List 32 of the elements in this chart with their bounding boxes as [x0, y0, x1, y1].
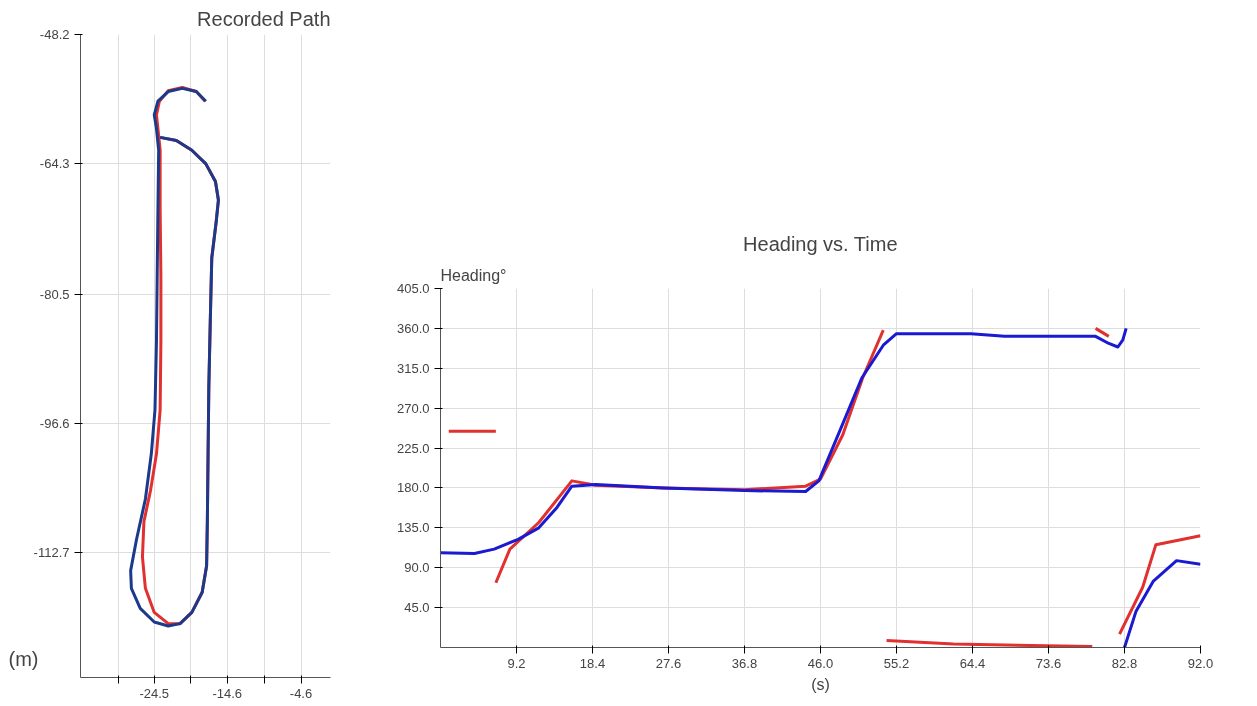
y-tick-label: 360.0 — [396, 320, 430, 336]
x-tick-label: 9.2 — [507, 655, 526, 671]
y-tick-label: -64.3 — [39, 156, 70, 172]
x-tick-label: -4.6 — [289, 685, 313, 701]
y-tick-label: -48.2 — [39, 27, 70, 42]
y-tick-label: 315.0 — [396, 360, 430, 376]
x-tick-label: 18.4 — [579, 655, 606, 671]
y-tick-label: -80.5 — [39, 286, 70, 302]
y-tick-label: 135.0 — [396, 520, 430, 536]
x-tick-label: 27.6 — [655, 655, 682, 671]
x-tick-label: 36.8 — [731, 655, 758, 671]
chart-title: Recorded Path — [197, 7, 331, 30]
y-tick-label: 225.0 — [396, 440, 430, 456]
y-tick-label: 45.0 — [404, 600, 430, 616]
x-tick-label: 82.8 — [1111, 655, 1138, 671]
y-tick-label: 405.0 — [396, 281, 430, 296]
x-tick-label: -24.5 — [139, 685, 170, 701]
y-tick-label: -96.6 — [39, 416, 70, 432]
x-tick-label: 64.4 — [959, 655, 986, 671]
chart-title: Heading vs. Time — [743, 232, 898, 255]
text: (m) — [8, 647, 39, 670]
y-axis-title: Heading° — [440, 266, 507, 284]
x-tick-label: 92.0 — [1187, 655, 1214, 671]
y-tick-label: 270.0 — [396, 400, 430, 416]
x-tick-label: 46.0 — [807, 655, 834, 671]
y-tick-label: -112.7 — [33, 545, 70, 561]
y-tick-label: 180.0 — [396, 480, 430, 496]
x-tick-label: 73.6 — [1035, 655, 1062, 671]
y-tick-label: 90.0 — [404, 560, 430, 576]
x-tick-label: -14.6 — [212, 685, 243, 701]
x-tick-label: 55.2 — [883, 655, 910, 671]
x-axis-title: (s) — [811, 675, 830, 693]
